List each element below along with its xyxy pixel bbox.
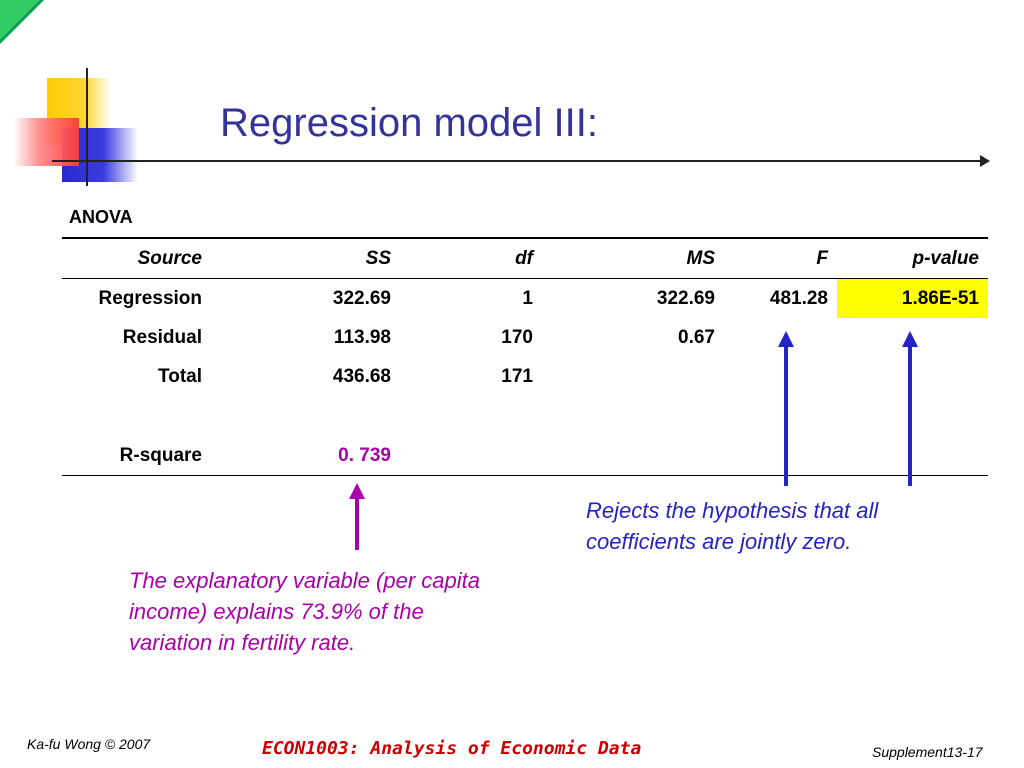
r-square-explanation-note: The explanatory variable (per capita inc… <box>129 568 480 655</box>
reject-hypothesis-note: Rejects the hypothesis that all coeffici… <box>586 498 879 554</box>
cell-df: 171 <box>501 365 533 387</box>
header-df: df <box>400 237 542 279</box>
cell-ms: 0.67 <box>678 326 715 348</box>
header-ss: SS <box>211 237 400 279</box>
cell-f <box>724 357 837 396</box>
table-header-row: Source SS df MS F p-value <box>62 237 988 279</box>
cell-f: 481.28 <box>769 287 828 309</box>
footer-slide-number: Supplement13-17 <box>872 744 983 760</box>
cell-ss: 436.68 <box>332 365 391 387</box>
cell-ss: 322.69 <box>332 287 391 309</box>
cell-df: 1 <box>522 287 533 309</box>
header-source: Source <box>62 237 211 279</box>
corner-triangle-decoration <box>0 0 44 44</box>
anova-title: ANOVA <box>69 207 133 227</box>
title-underline <box>52 160 988 162</box>
cell-source: Residual <box>122 326 202 348</box>
footer-course-title: ECON1003: Analysis of Economic Data <box>262 738 642 759</box>
cell-source: Total <box>158 365 202 387</box>
table-spacer-row <box>62 396 988 436</box>
footer-author: Ka-fu Wong © 2007 <box>27 736 151 752</box>
anova-table: Source SS df MS F p-value Regression 322… <box>62 237 988 476</box>
cell-ss: 113.98 <box>333 326 391 348</box>
r-square-label: R-square <box>62 436 211 476</box>
cell-source: Regression <box>98 287 202 309</box>
title-underline-arrowhead <box>980 155 990 167</box>
table-row: Residual 113.98 170 0.67 <box>62 318 988 357</box>
logo-red-square <box>13 118 79 166</box>
header-ms: MS <box>542 237 724 279</box>
arrow-to-r-square <box>355 498 359 550</box>
r-square-row: R-square 0. 739 <box>62 436 988 476</box>
arrow-up-icon <box>778 331 794 347</box>
page-title: Regression model III: <box>220 101 598 145</box>
header-p-value: p-value <box>837 237 988 279</box>
cell-ms: 322.69 <box>656 287 715 309</box>
table-row: Regression 322.69 1 322.69 481.28 1.86E-… <box>62 278 988 318</box>
arrow-up-icon <box>349 483 365 499</box>
cell-p-value <box>837 357 988 396</box>
arrow-up-icon <box>902 331 918 347</box>
r-square-value: 0. 739 <box>211 436 400 476</box>
table-row: Total 436.68 171 <box>62 357 988 396</box>
header-f: F <box>724 237 837 279</box>
arrow-to-f-statistic <box>784 346 788 486</box>
cell-df: 170 <box>501 326 533 348</box>
cell-ms <box>542 357 724 396</box>
logo-vertical-line <box>86 68 88 186</box>
arrow-to-p-value <box>908 346 912 486</box>
cell-p-value-highlighted: 1.86E-51 <box>837 278 988 318</box>
